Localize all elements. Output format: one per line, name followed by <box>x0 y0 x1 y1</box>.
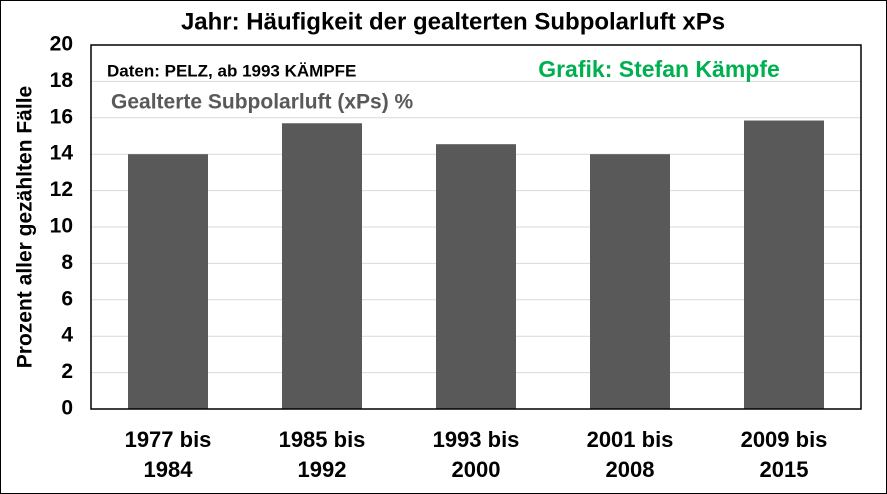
x-tick-label: 2001 bis 2008 <box>586 427 674 482</box>
plot-border <box>90 44 862 410</box>
x-tick-label: 1985 bis 1992 <box>278 427 366 482</box>
y-axis-label: Prozent aller gezählten Fälle <box>14 86 37 368</box>
x-tick-label: 1993 bis 2000 <box>432 427 520 482</box>
chart-title: Jahr: Häufigkeit der gealterten Subpolar… <box>181 8 725 35</box>
bar <box>744 120 824 409</box>
y-tick-label: 12 <box>50 178 73 201</box>
y-tick-label: 8 <box>61 251 73 274</box>
bar <box>436 144 516 409</box>
y-tick-label: 20 <box>50 33 73 56</box>
y-tick-label: 4 <box>61 324 73 347</box>
bar <box>282 123 362 409</box>
annotation: Daten: PELZ, ab 1993 KÄMPFE <box>107 61 356 80</box>
x-tick-label: 1977 bis 1984 <box>124 427 212 482</box>
y-tick-label: 16 <box>50 105 73 128</box>
y-tick-label: 10 <box>50 215 73 238</box>
y-tick-label: 14 <box>50 142 74 165</box>
y-tick-label: 18 <box>50 69 74 92</box>
bar <box>128 154 208 409</box>
y-tick-label: 6 <box>61 287 73 310</box>
y-tick-label: 2 <box>61 360 73 383</box>
annotation: Grafik: Stefan Kämpfe <box>538 56 780 82</box>
x-tick-label: 2009 bis 2015 <box>740 427 828 482</box>
legend-label: Gealterte Subpolarluft (xPs) % <box>111 91 414 114</box>
bar <box>590 154 670 409</box>
y-tick-label: 0 <box>61 397 73 420</box>
